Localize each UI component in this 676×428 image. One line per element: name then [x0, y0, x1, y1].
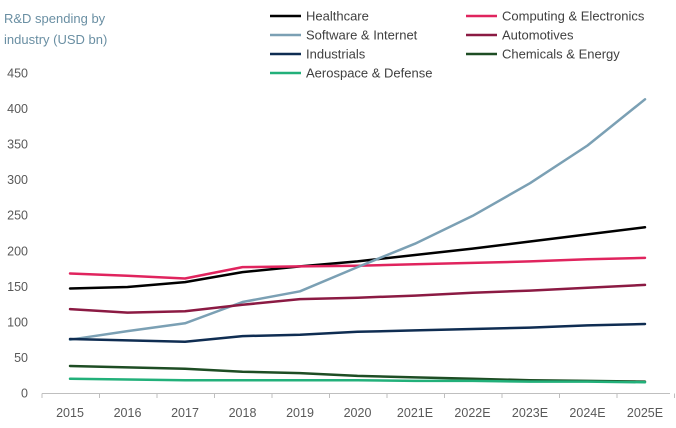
legend-label-industrials: Industrials: [306, 47, 366, 62]
y-tick-label: 450: [7, 67, 28, 81]
x-tick-label: 2022E: [454, 406, 490, 420]
legend-label-aerospace-defense: Aerospace & Defense: [306, 66, 432, 81]
x-tick-label: 2016: [114, 406, 142, 420]
legend-label-computing-electronics: Computing & Electronics: [502, 9, 645, 24]
series-line-computing-electronics: [68, 256, 647, 280]
legend-label-software-internet: Software & Internet: [306, 28, 418, 43]
series-lines: [68, 98, 647, 384]
series-line-industrials: [68, 322, 647, 344]
x-tick-label: 2024E: [569, 406, 605, 420]
series-line-aerospace-defense: [68, 377, 647, 384]
x-tick-label: 2015: [56, 406, 84, 420]
legend-label-chemicals-energy: Chemicals & Energy: [502, 47, 620, 62]
y-axis-label-line-1: R&D spending by: [4, 11, 106, 26]
x-tick-label: 2017: [171, 406, 199, 420]
x-tick-label: 2018: [229, 406, 257, 420]
y-tick-label: 200: [7, 244, 28, 258]
x-tick-label: 2019: [286, 406, 314, 420]
y-tick-label: 100: [7, 315, 28, 329]
y-axis-label-line-2: industry (USD bn): [4, 32, 107, 47]
y-tick-label: 300: [7, 173, 28, 187]
legend-label-automotives: Automotives: [502, 28, 574, 43]
series-line-software-internet: [68, 98, 647, 341]
x-tick-label: 2023E: [512, 406, 548, 420]
y-tick-label: 50: [14, 351, 28, 365]
x-tick-label: 2021E: [397, 406, 433, 420]
series-line-automotives: [68, 283, 647, 314]
x-axis: 2015 2016 2017 2018 2019 2020 2021E 2022E 2023E 2…: [41, 393, 675, 420]
y-tick-label: 150: [7, 280, 28, 294]
x-tick-label: 2025E: [627, 406, 663, 420]
y-tick-label: 250: [7, 209, 28, 223]
y-tick-label: 0: [21, 387, 28, 401]
legend-label-healthcare: Healthcare: [306, 9, 369, 24]
y-axis-ticks: 0 50 100 150 200 250 300 350 400 450: [7, 67, 28, 401]
y-tick-label: 350: [7, 138, 28, 152]
legend: Healthcare Computing & Electronics Softwar…: [270, 9, 645, 81]
y-tick-label: 400: [7, 102, 28, 116]
series-line-healthcare: [68, 226, 647, 290]
x-tick-label: 2020: [344, 406, 372, 420]
